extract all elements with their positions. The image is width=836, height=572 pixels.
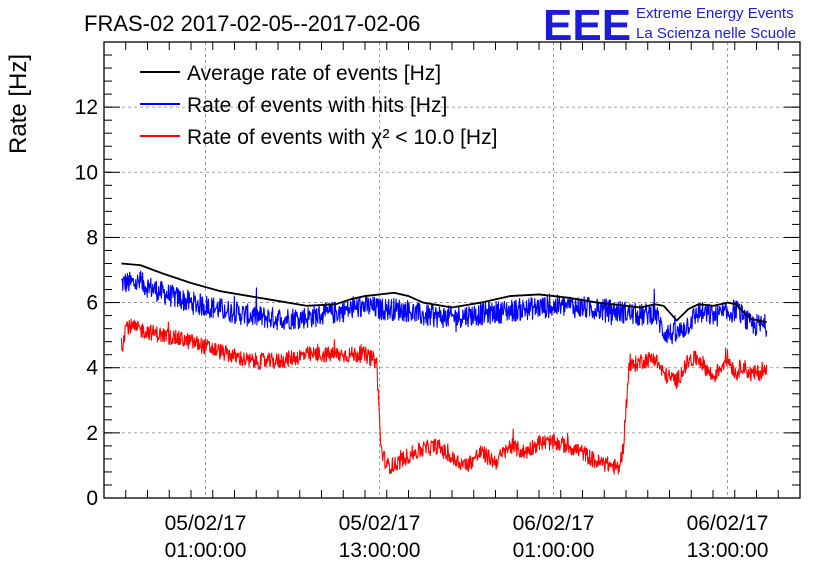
y-tick-label: 4 (86, 357, 98, 380)
x-tick-label-time: 01:00:00 (165, 539, 247, 562)
legend: Average rate of events [Hz] Rate of event… (140, 62, 497, 149)
logo-line-2: La Scienza nelle Scuole (636, 25, 796, 42)
series-line-1 (120, 270, 768, 345)
logo-line-1: Extreme Energy Events (636, 5, 794, 22)
x-tick-label-time: 13:00:00 (687, 539, 769, 562)
y-tick-label: 12 (75, 96, 98, 119)
y-tick-label: 10 (75, 161, 98, 184)
axis-ticks (103, 41, 801, 499)
x-tick-label-date: 05/02/17 (165, 512, 247, 535)
y-tick-label: 8 (86, 226, 98, 249)
series-layer (120, 262, 768, 475)
series-line-0 (121, 262, 767, 323)
y-tick-labels: 0 2 4 6 8 10 12 (75, 96, 99, 510)
series-line-2 (120, 318, 768, 475)
x-tick-label-date: 06/02/17 (513, 512, 595, 535)
y-tick-label: 6 (86, 292, 98, 315)
x-tick-label-date: 05/02/17 (339, 512, 421, 535)
legend-label-1: Rate of events with hits [Hz] (187, 94, 447, 117)
x-tick-label-date: 06/02/17 (687, 512, 769, 535)
legend-label-0: Average rate of events [Hz] (187, 62, 441, 85)
y-tick-label: 0 (86, 487, 98, 510)
x-tick-label-time: 01:00:00 (513, 539, 595, 562)
x-tick-label-time: 13:00:00 (339, 539, 421, 562)
legend-label-2: Rate of events with χ² < 10.0 [Hz] (187, 126, 497, 149)
y-axis-label: Rate [Hz] (5, 54, 32, 154)
chart-title: FRAS-02 2017-02-05--2017-02-06 (84, 11, 420, 36)
eee-logo: EEE Extreme Energy Events La Scienza nel… (543, 1, 796, 50)
y-tick-label: 2 (86, 422, 98, 445)
x-tick-labels: 05/02/17 01:00:00 05/02/17 13:00:00 06/02/17… (165, 512, 769, 562)
